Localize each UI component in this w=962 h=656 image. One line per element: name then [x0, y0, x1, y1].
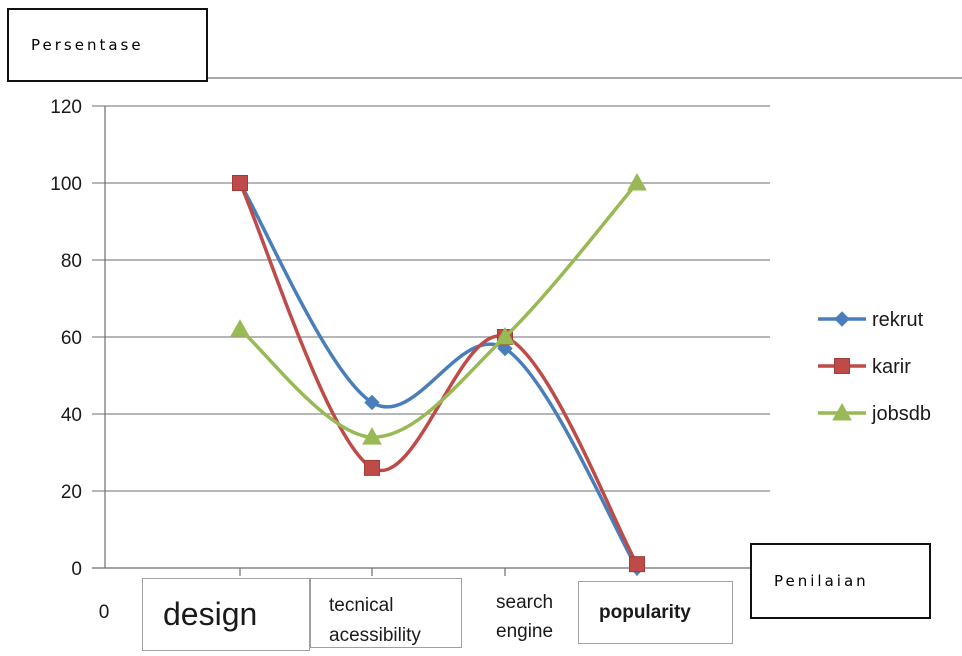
y-tick-label-120: 120	[50, 97, 82, 118]
legend-item-rekrut: rekrut	[818, 309, 924, 331]
legend-label-karir: karir	[872, 356, 911, 378]
point-rekrut-2	[364, 394, 380, 411]
x-axis-title: Penilaian	[750, 543, 931, 619]
point-karir-4	[629, 556, 645, 573]
point-karir-2	[364, 459, 380, 476]
series-line-rekrut	[238, 182, 639, 569]
point-jobsdb-4	[627, 172, 647, 191]
y-axis-title: Persentase	[7, 8, 208, 82]
legend-item-jobsdb: jobsdb	[818, 402, 931, 425]
series-jobsdb	[230, 172, 647, 445]
y-tick-label-60: 60	[61, 328, 82, 349]
point-jobsdb-1	[230, 319, 250, 337]
series-line-jobsdb	[238, 181, 639, 439]
category-label-engine-line2: engine	[496, 621, 554, 642]
y-tick-label-20: 20	[61, 482, 82, 503]
legend-marker-rekrut	[834, 311, 850, 327]
point-jobsdb-3	[495, 326, 515, 345]
category-label-acessibility-line2: acessibility	[329, 625, 421, 646]
category-label-popularity: popularity	[578, 581, 733, 644]
legend-marker-karir	[834, 358, 850, 374]
y-tick-label-40: 40	[61, 405, 82, 426]
category-label-tecnical-acessibility: tecnical acessibility	[310, 578, 462, 648]
series-rekrut	[232, 175, 645, 576]
series-line-karir	[238, 182, 639, 566]
legend-marker-jobsdb	[832, 402, 852, 421]
point-karir-1	[232, 175, 248, 191]
category-label-tecnical-line1: tecnical	[329, 595, 394, 616]
y-tick-label-100: 100	[50, 174, 82, 195]
legend-label-rekrut: rekrut	[872, 309, 924, 331]
legend-item-karir: karir	[818, 356, 911, 378]
category-label-design-text: design	[163, 596, 258, 632]
point-jobsdb-2	[362, 427, 382, 445]
legend-label-jobsdb: jobsdb	[871, 403, 931, 425]
category-label-design: design	[142, 578, 310, 651]
category-label-search-engine: search engine	[488, 588, 568, 651]
x-axis-title-text: Penilaian	[774, 572, 869, 590]
y-axis-title-text: Persentase	[31, 36, 144, 54]
category-label-popularity-text: popularity	[599, 601, 691, 623]
series-karir	[232, 175, 645, 573]
y-tick-label-80: 80	[61, 251, 82, 272]
category-label-search-line1: search	[496, 592, 554, 613]
x-origin-label: 0	[99, 602, 110, 623]
point-rekrut-3	[497, 340, 513, 357]
y-tick-label-0: 0	[71, 559, 82, 580]
